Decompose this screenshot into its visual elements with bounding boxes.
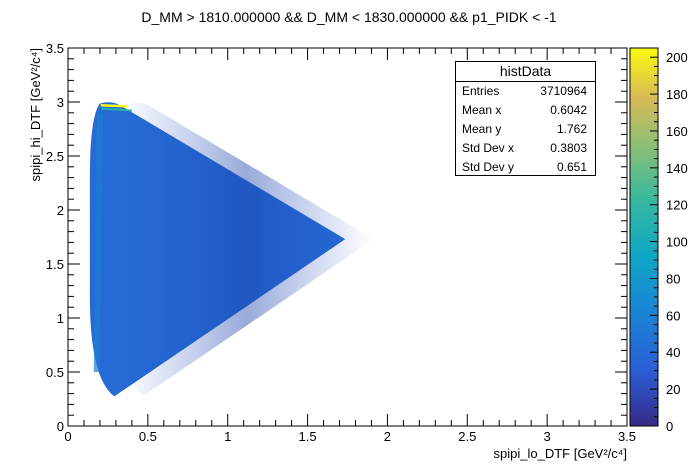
x-tick-label: 2: [384, 429, 391, 444]
y-tick-label: 3.5: [46, 41, 64, 56]
stats-value: 3710964: [540, 84, 587, 98]
stats-row: Entries 3710964: [456, 82, 595, 101]
x-tick-label: 3: [544, 429, 551, 444]
stats-title: histData: [456, 62, 595, 82]
stats-row: Mean y 1.762: [456, 120, 595, 139]
stats-label: Std Dev x: [462, 141, 515, 155]
colorbar-tick-label: 40: [666, 345, 680, 360]
colorbar-tick-label: 140: [666, 161, 688, 176]
stats-row: Std Dev x 0.3803: [456, 139, 595, 158]
stats-box: histData Entries 3710964 Mean x 0.6042 Mean …: [455, 61, 596, 176]
stats-label: Mean y: [462, 122, 502, 136]
x-axis: 0 0.5 1 1.5 2 2.5 3 3.5: [64, 48, 636, 444]
y-tick-label: 0.5: [46, 365, 64, 380]
colorbar-tick-label: 20: [666, 382, 680, 397]
stats-label: Entries: [462, 84, 500, 98]
stats-rows: Entries 3710964 Mean x 0.6042 Mean y 1.762 Std…: [456, 82, 595, 177]
stats-value: 0.3803: [550, 141, 587, 155]
colorbar-tick-label: 120: [666, 198, 688, 213]
stats-value: 0.6042: [550, 103, 587, 117]
colorbar-tick-label: 80: [666, 271, 680, 286]
y-tick-label: 2.5: [46, 149, 64, 164]
stats-label: Mean x: [462, 103, 502, 117]
density-band: [119, 102, 374, 396]
plot-content: [89, 102, 374, 397]
y-tick-label: 3: [57, 95, 64, 110]
x-tick-label: 2.5: [458, 429, 476, 444]
y-tick-label: 1: [57, 311, 64, 326]
colorbar-tick-label: 200: [666, 50, 688, 65]
colorbar-tick-label: 160: [666, 124, 688, 139]
x-tick-label: 1.5: [299, 429, 317, 444]
y-axis-label: spipi_hi_DTF [GeV²/c⁴]: [28, 48, 43, 181]
colorbar-tick-label: 0: [666, 419, 673, 434]
y-tick-label: 2: [57, 203, 64, 218]
colorbar-tick-label: 60: [666, 308, 680, 323]
y-tick-label: 1.5: [46, 257, 64, 272]
x-tick-label: 3.5: [618, 429, 636, 444]
stats-label: Std Dev y: [462, 160, 515, 174]
peak-strip: [100, 103, 128, 108]
x-tick-label: 0: [64, 429, 71, 444]
colorbar-tick-label: 180: [666, 87, 688, 102]
colorbar-tick-label: 100: [666, 235, 688, 250]
y-axis: 0 0.5 1 1.5 2 2.5 3 3.5: [46, 41, 627, 434]
stats-row: Mean x 0.6042: [456, 101, 595, 120]
stats-row: Std Dev y 0.651: [456, 158, 595, 177]
colorbar-axis: 0 20 40 60 80 100 120 140 160 180 200: [650, 47, 688, 434]
upper-edge-strip: [101, 107, 132, 112]
y-tick-label: 0: [57, 419, 64, 434]
chart-title: D_MM > 1810.000000 && D_MM < 1830.000000…: [141, 9, 556, 25]
stats-value: 1.762: [556, 122, 587, 136]
colorbar: [629, 47, 659, 427]
left-edge-band: [93, 112, 103, 373]
x-tick-label: 1: [224, 429, 231, 444]
x-tick-label: 0.5: [139, 429, 157, 444]
x-axis-label: spipi_lo_DTF [GeV²/c⁴]: [494, 446, 627, 461]
stats-value: 0.651: [556, 160, 587, 174]
